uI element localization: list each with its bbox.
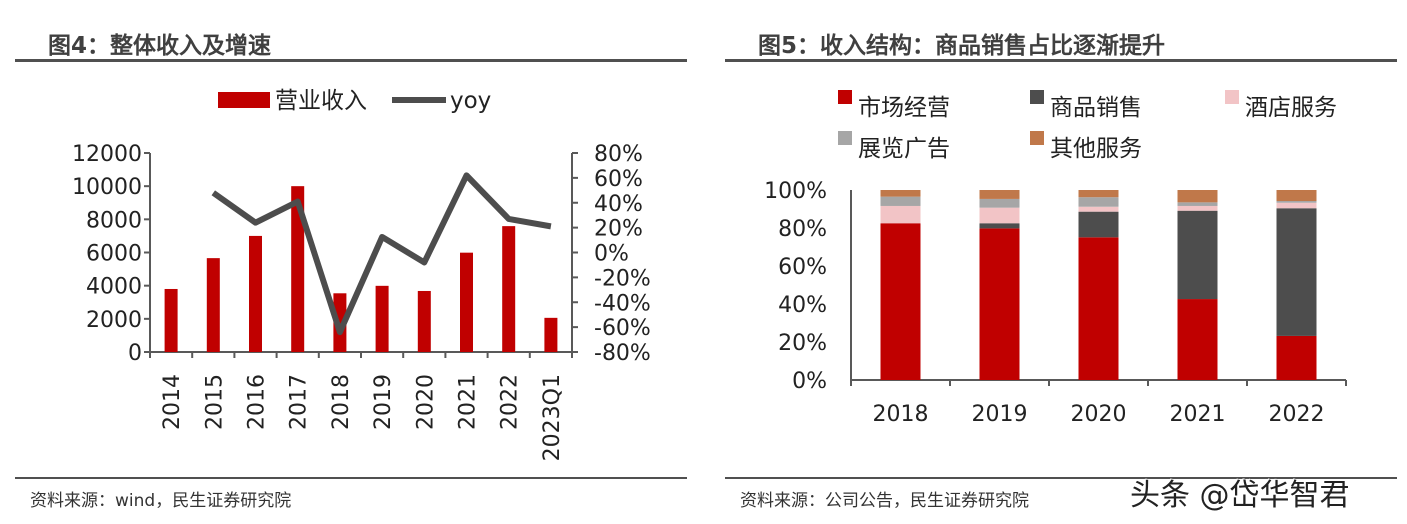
revenue-bar <box>502 226 516 352</box>
y2-tick-label: 0% <box>594 242 629 267</box>
right-chart-title: 图5：收入结构：商品销售占比逐渐提升 <box>758 33 1166 59</box>
y2-tick-label: -40% <box>594 291 651 316</box>
stacked-bar-segment <box>979 223 1020 229</box>
stacked-bar-segment <box>880 205 921 224</box>
x-tick-label: 2019 <box>972 402 1028 427</box>
y-tick-label: 0% <box>792 369 827 394</box>
y-tick-label: 12000 <box>72 142 142 167</box>
divider <box>15 477 687 479</box>
y2-tick-label: -20% <box>594 266 651 291</box>
y-tick-label: 10000 <box>72 175 142 200</box>
x-tick-label: 2021 <box>1170 402 1226 427</box>
legend-swatch <box>838 131 852 145</box>
divider <box>725 477 1397 479</box>
left-chart-source: 资料来源：wind，民生证券研究院 <box>30 491 292 511</box>
stacked-bar-segment <box>1177 205 1218 211</box>
x-tick-label: 2020 <box>1071 402 1127 427</box>
legend-swatch <box>1030 90 1044 104</box>
legend-swatch-revenue <box>218 92 270 108</box>
divider <box>15 59 687 62</box>
revenue-bar <box>417 290 431 352</box>
x-tick-label: 2020 <box>413 374 438 430</box>
legend-label: 酒店服务 <box>1245 95 1337 121</box>
stacked-bar-segment <box>1276 190 1317 202</box>
stacked-bar-segment <box>880 190 921 197</box>
revenue-bar <box>249 235 262 352</box>
stacked-bar-segment <box>1276 335 1317 380</box>
stacked-bar-segment <box>1177 299 1218 380</box>
x-tick-label: 2022 <box>1269 402 1325 427</box>
y-tick-label: 0 <box>128 341 142 366</box>
x-tick-label: 2018 <box>873 402 929 427</box>
x-tick-label: 2023Q1 <box>540 374 565 461</box>
x-tick-label: 2018 <box>329 374 354 430</box>
legend-label: 其他服务 <box>1050 136 1142 162</box>
y2-tick-label: 20% <box>594 217 643 242</box>
legend-label-yoy: yoy <box>450 88 491 114</box>
watermark: 头条 @岱华智君 <box>1130 478 1350 513</box>
y-tick-label: 4000 <box>86 275 142 300</box>
y2-tick-label: -80% <box>594 341 651 366</box>
right-chart-source: 资料来源：公司公告，民生证券研究院 <box>740 491 1029 511</box>
stacked-bar-segment <box>979 228 1020 380</box>
y-tick-label: 20% <box>778 331 827 356</box>
stacked-bar-segment <box>880 223 921 380</box>
stacked-bar-segment <box>1276 208 1317 336</box>
y2-tick-label: -60% <box>594 316 651 341</box>
stacked-bar-segment <box>1177 190 1218 203</box>
divider <box>725 59 1397 62</box>
stacked-bar-segment <box>1078 206 1119 212</box>
y2-tick-label: 80% <box>594 142 643 167</box>
x-tick-label: 2015 <box>202 374 227 430</box>
revenue-bar <box>375 285 389 352</box>
y-tick-label: 60% <box>778 255 827 280</box>
stacked-bar-segment <box>1177 202 1218 206</box>
revenue-bar <box>291 186 305 352</box>
x-tick-label: 2019 <box>371 374 396 430</box>
y-tick-label: 40% <box>778 293 827 318</box>
y-tick-label: 80% <box>778 217 827 242</box>
x-tick-label: 2022 <box>498 374 523 430</box>
revenue-bar <box>206 258 220 352</box>
stacked-bar-segment <box>1078 211 1119 238</box>
stacked-bar-segment <box>1078 190 1119 198</box>
stacked-bar-segment <box>1276 202 1317 209</box>
legend-label: 展览广告 <box>858 136 950 162</box>
stacked-bar-segment <box>1276 201 1317 203</box>
stacked-bar-segment <box>979 207 1020 224</box>
stacked-bar-segment <box>979 190 1020 199</box>
stacked-bar-segment <box>1177 210 1218 300</box>
revenue-bar <box>544 317 558 352</box>
x-tick-label: 2021 <box>456 374 481 430</box>
x-tick-label: 2016 <box>245 374 270 430</box>
legend-swatch <box>838 90 852 104</box>
legend-swatch <box>1030 131 1044 145</box>
revenue-bar <box>460 252 473 352</box>
legend-swatch <box>1225 90 1239 104</box>
y-tick-label: 100% <box>764 179 827 204</box>
y-tick-label: 2000 <box>86 308 142 333</box>
stacked-bar-segment <box>880 196 921 206</box>
stacked-bar-segment <box>1078 237 1119 380</box>
left-chart-title: 图4：整体收入及增速 <box>48 33 272 59</box>
stacked-bar-segment <box>979 198 1020 208</box>
y2-tick-label: 40% <box>594 192 643 217</box>
y2-tick-label: 60% <box>594 167 643 192</box>
stacked-bar-segment <box>1078 197 1119 207</box>
y-tick-label: 8000 <box>86 208 142 233</box>
legend-label-revenue: 营业收入 <box>275 88 367 114</box>
legend-label: 市场经营 <box>858 95 950 121</box>
y-tick-label: 6000 <box>86 242 142 267</box>
x-tick-label: 2014 <box>160 374 185 430</box>
legend-label: 商品销售 <box>1050 95 1142 121</box>
x-tick-label: 2017 <box>287 374 312 430</box>
revenue-bar <box>164 288 178 352</box>
